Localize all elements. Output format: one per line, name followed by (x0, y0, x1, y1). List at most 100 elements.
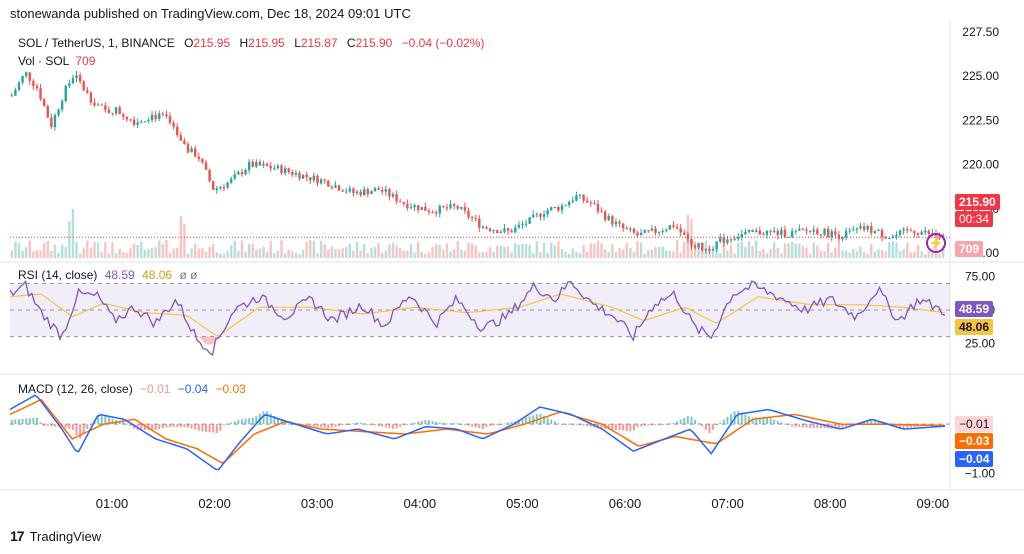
rsi-label[interactable]: RSI (14, close) (18, 268, 98, 282)
candle-body (737, 237, 740, 239)
volume-bar (470, 243, 474, 258)
candle-body (798, 228, 801, 231)
candle-body (920, 232, 923, 235)
macd-histogram-bar (377, 424, 380, 427)
candle-body (585, 200, 589, 203)
close-label: C (346, 36, 356, 50)
volume-bar (445, 243, 449, 258)
volume-bar (564, 251, 567, 258)
macd-histogram-bar (154, 424, 157, 431)
macd-histogram-bar (467, 424, 470, 426)
volume-bar (812, 242, 815, 258)
macd-histogram-bar (575, 424, 578, 426)
volume-bar (733, 253, 736, 258)
candle-body (553, 207, 557, 209)
lightning-icon[interactable]: ⚡ (926, 233, 946, 253)
candle-body (35, 85, 39, 89)
volume-bar (862, 252, 866, 258)
volume-bar (668, 251, 672, 258)
candle-body (830, 231, 833, 237)
macd-label[interactable]: MACD (12, 26, close) (18, 382, 133, 396)
candle-body (600, 211, 603, 213)
candle-body (877, 230, 880, 232)
symbol-label[interactable]: SOL / TetherUS, 1, BINANCE (18, 36, 175, 50)
volume-bar (467, 242, 470, 258)
candle-body (427, 210, 431, 213)
macd-histogram-bar (204, 424, 207, 432)
volume-bar (798, 243, 801, 258)
macd-histogram-bar (722, 419, 725, 425)
candle-body (481, 226, 485, 228)
volume-bar (542, 242, 546, 258)
macd-histogram-bar (640, 424, 643, 427)
candle-body (906, 229, 909, 231)
macd-histogram-bar (744, 414, 747, 425)
volume-bar (647, 249, 650, 258)
candle-body (10, 95, 13, 97)
candle-body (222, 187, 226, 189)
volume-bar (355, 241, 359, 258)
volume-label[interactable]: Vol · SOL (18, 54, 70, 68)
macd-histogram-bar (751, 417, 754, 425)
macd-histogram-bar (68, 424, 71, 429)
macd-histogram-bar (233, 421, 236, 425)
candle-body (50, 117, 53, 128)
candle-body (39, 88, 42, 100)
candle-body (229, 178, 233, 183)
candle-body (744, 231, 747, 235)
volume-bar (298, 253, 301, 258)
volume-bar (305, 241, 308, 258)
candle-body (862, 226, 866, 230)
volume-bar (675, 240, 679, 258)
candle-body (762, 234, 765, 236)
macd-histogram-bar (39, 422, 42, 425)
volume-bar (762, 249, 765, 258)
publish-header: stonewanda published on TradingView.com,… (10, 6, 411, 21)
macd-histogram-bar (71, 424, 74, 430)
macd-tick-label: −1.00 (965, 466, 996, 480)
macd-histogram-bar (776, 420, 779, 425)
candle-body (870, 225, 873, 233)
volume-bar (927, 251, 931, 258)
volume-bar (280, 240, 283, 258)
volume-bar (585, 251, 589, 258)
macd-histogram-bar (388, 424, 391, 429)
volume-bar (301, 249, 305, 258)
candle-body (654, 228, 657, 233)
candle-body (855, 228, 859, 230)
candle-body (621, 223, 625, 229)
candle-body (132, 119, 136, 125)
volume-bar (841, 250, 844, 258)
volume-bar (327, 249, 330, 258)
macd-histogram-bar (43, 424, 46, 427)
volume-tag: 709 (955, 241, 984, 257)
volume-bar (557, 241, 560, 258)
volume-bar (370, 247, 373, 258)
candle-body (53, 114, 57, 128)
macd-histogram-bar (201, 424, 204, 432)
macd-histogram-bar (643, 424, 646, 426)
macd-histogram-bar (798, 424, 801, 428)
macd-histogram-bar (665, 423, 668, 425)
macd-histogram-bar (719, 422, 722, 425)
macd-histogram-bar (668, 423, 671, 425)
time-tick-label: 07:00 (711, 496, 744, 511)
candle-body (60, 100, 64, 110)
time-tick-label: 01:00 (96, 496, 129, 511)
volume-bar (398, 247, 402, 258)
macd-histogram-bar (143, 424, 146, 431)
volume-bar (639, 242, 643, 258)
macd-histogram-bar (456, 423, 459, 425)
volume-bar (589, 243, 592, 258)
volume-bar (345, 246, 348, 258)
candle-body (790, 231, 794, 237)
candle-body (816, 229, 819, 235)
volume-bar (323, 244, 326, 258)
volume-bar (913, 252, 916, 258)
volume-bar (823, 251, 826, 258)
candle-body (758, 230, 761, 235)
volume-bar (312, 241, 316, 258)
volume-bar (222, 253, 226, 258)
candle-body (176, 126, 179, 136)
